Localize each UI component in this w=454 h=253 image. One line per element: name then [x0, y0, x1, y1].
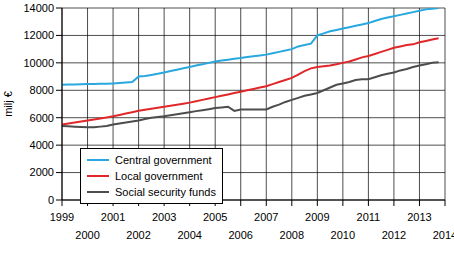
svg-text:2006: 2006 [228, 229, 252, 241]
svg-text:2003: 2003 [152, 211, 176, 223]
svg-text:2014: 2014 [433, 229, 446, 241]
svg-text:2007: 2007 [254, 211, 278, 223]
svg-text:2005: 2005 [203, 211, 227, 223]
svg-text:2009: 2009 [305, 211, 329, 223]
svg-text:8000: 8000 [30, 84, 54, 96]
svg-text:2008: 2008 [280, 229, 304, 241]
svg-text:2012: 2012 [382, 229, 406, 241]
svg-text:2002: 2002 [126, 229, 150, 241]
svg-text:6000: 6000 [30, 112, 54, 124]
svg-text:0: 0 [48, 194, 54, 206]
html-text:Social security funds: Social security funds [115, 186, 216, 198]
svg-text:10000: 10000 [23, 57, 54, 69]
svg-text:2000: 2000 [75, 229, 99, 241]
svg-text:12000: 12000 [23, 29, 54, 41]
html-text:Central government: Central government [115, 154, 212, 166]
svg-text:milj €: milj € [8, 91, 14, 117]
svg-text:4000: 4000 [30, 139, 54, 151]
svg-text:14000: 14000 [23, 2, 54, 14]
svg-text:2001: 2001 [101, 211, 125, 223]
svg-text:2011: 2011 [357, 211, 381, 223]
svg-text:1999: 1999 [50, 211, 74, 223]
svg-text:2010: 2010 [331, 229, 355, 241]
svg-text:2000: 2000 [30, 166, 54, 178]
html-text:Local government: Local government [115, 170, 203, 182]
svg-text:2004: 2004 [177, 229, 201, 241]
svg-text:2013: 2013 [407, 211, 431, 223]
